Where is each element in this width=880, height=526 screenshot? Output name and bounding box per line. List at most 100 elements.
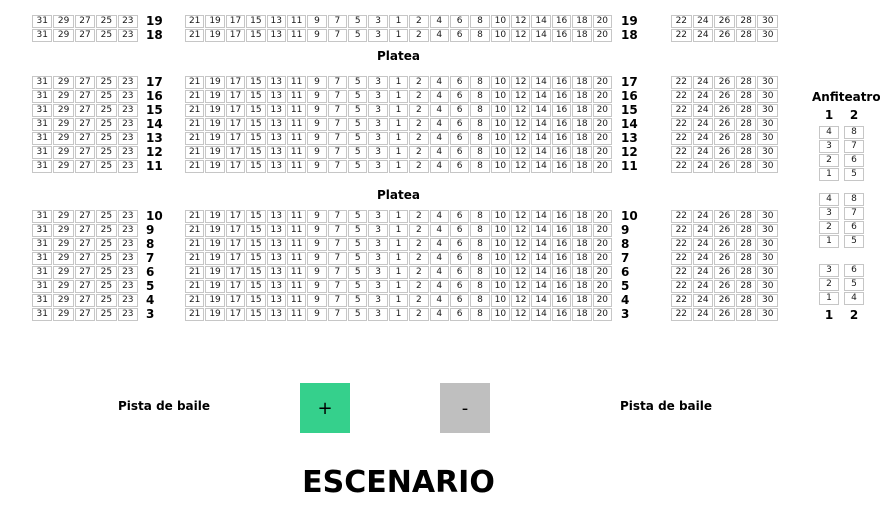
seat-25[interactable]: 25 [96,90,117,103]
seat-14[interactable]: 14 [531,280,551,293]
seat-11[interactable]: 11 [286,280,307,293]
seat-29[interactable]: 29 [53,238,74,251]
seat-29[interactable]: 29 [53,15,74,28]
seat-1[interactable]: 1 [388,15,409,28]
seat-16[interactable]: 16 [551,118,572,131]
seat-3[interactable]: 3 [368,132,388,145]
seat-16[interactable]: 16 [551,280,572,293]
seat-13[interactable]: 13 [266,118,286,131]
seat-21[interactable]: 21 [185,280,205,293]
seat-11[interactable]: 11 [286,210,307,223]
seat-31[interactable]: 31 [32,90,53,103]
seat-29[interactable]: 29 [53,308,74,321]
seat-31[interactable]: 31 [32,266,53,279]
seat-1[interactable]: 1 [388,266,409,279]
seat-30[interactable]: 30 [757,266,778,279]
seat-22[interactable]: 22 [671,76,692,89]
seat-16[interactable]: 16 [551,210,572,223]
seat-25[interactable]: 25 [96,266,117,279]
seat-15[interactable]: 15 [246,90,266,103]
seat-14[interactable]: 14 [531,90,551,103]
seat-16[interactable]: 16 [551,252,572,265]
seat-5[interactable]: 5 [348,118,368,131]
seat-12[interactable]: 12 [511,266,531,279]
seat-10[interactable]: 10 [490,132,511,145]
seat-11[interactable]: 11 [286,160,307,173]
seat-1[interactable]: 1 [819,292,839,305]
seat-23[interactable]: 23 [117,29,138,42]
seat-6[interactable]: 6 [449,210,470,223]
seat-6[interactable]: 6 [449,76,470,89]
seat-2[interactable]: 2 [409,29,429,42]
seat-1[interactable]: 1 [388,294,409,307]
seat-11[interactable]: 11 [286,252,307,265]
seat-17[interactable]: 17 [225,238,246,251]
seat-24[interactable]: 24 [692,118,714,131]
seat-10[interactable]: 10 [490,15,511,28]
seat-19[interactable]: 19 [205,266,225,279]
seat-26[interactable]: 26 [714,90,735,103]
seat-11[interactable]: 11 [286,224,307,237]
seat-1[interactable]: 1 [388,76,409,89]
seat-20[interactable]: 20 [592,104,612,117]
seat-9[interactable]: 9 [307,76,327,89]
seat-6[interactable]: 6 [449,118,470,131]
seat-24[interactable]: 24 [692,238,714,251]
seat-7[interactable]: 7 [327,118,348,131]
seat-14[interactable]: 14 [531,146,551,159]
seat-5[interactable]: 5 [844,278,864,291]
seat-1[interactable]: 1 [388,104,409,117]
seat-13[interactable]: 13 [266,146,286,159]
seat-8[interactable]: 8 [470,15,490,28]
seat-17[interactable]: 17 [225,294,246,307]
seat-29[interactable]: 29 [53,132,74,145]
seat-21[interactable]: 21 [185,90,205,103]
seat-31[interactable]: 31 [32,210,53,223]
seat-22[interactable]: 22 [671,224,692,237]
seat-5[interactable]: 5 [348,294,368,307]
seat-27[interactable]: 27 [74,29,96,42]
seat-5[interactable]: 5 [348,90,368,103]
seat-31[interactable]: 31 [32,146,53,159]
seat-26[interactable]: 26 [714,76,735,89]
seat-2[interactable]: 2 [409,252,429,265]
seat-18[interactable]: 18 [572,76,592,89]
seat-7[interactable]: 7 [327,104,348,117]
seat-22[interactable]: 22 [671,104,692,117]
seat-23[interactable]: 23 [117,104,138,117]
seat-26[interactable]: 26 [714,294,735,307]
seat-15[interactable]: 15 [246,104,266,117]
seat-10[interactable]: 10 [490,146,511,159]
seat-24[interactable]: 24 [692,15,714,28]
seat-11[interactable]: 11 [286,146,307,159]
seat-24[interactable]: 24 [692,146,714,159]
seat-11[interactable]: 11 [286,104,307,117]
seat-21[interactable]: 21 [185,210,205,223]
seat-6[interactable]: 6 [449,132,470,145]
seat-20[interactable]: 20 [592,280,612,293]
seat-15[interactable]: 15 [246,210,266,223]
seat-8[interactable]: 8 [470,252,490,265]
seat-24[interactable]: 24 [692,160,714,173]
seat-29[interactable]: 29 [53,160,74,173]
seat-7[interactable]: 7 [327,29,348,42]
seat-30[interactable]: 30 [757,118,778,131]
seat-9[interactable]: 9 [307,252,327,265]
seat-25[interactable]: 25 [96,15,117,28]
seat-3[interactable]: 3 [368,266,388,279]
seat-5[interactable]: 5 [348,29,368,42]
seat-12[interactable]: 12 [511,90,531,103]
seat-29[interactable]: 29 [53,294,74,307]
seat-1[interactable]: 1 [388,146,409,159]
seat-8[interactable]: 8 [470,132,490,145]
seat-4[interactable]: 4 [429,118,449,131]
seat-26[interactable]: 26 [714,118,735,131]
seat-3[interactable]: 3 [368,15,388,28]
seat-20[interactable]: 20 [592,252,612,265]
seat-27[interactable]: 27 [74,224,96,237]
seat-13[interactable]: 13 [266,132,286,145]
seat-4[interactable]: 4 [429,294,449,307]
seat-9[interactable]: 9 [307,160,327,173]
seat-14[interactable]: 14 [531,76,551,89]
seat-22[interactable]: 22 [671,280,692,293]
